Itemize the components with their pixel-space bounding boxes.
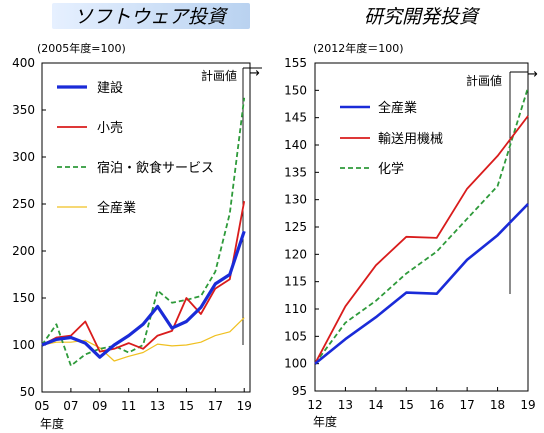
y-tick-label: 130 bbox=[284, 193, 307, 207]
series-line bbox=[41, 230, 246, 359]
chart-title-background bbox=[52, 3, 250, 29]
series-lines bbox=[314, 87, 529, 365]
plot-frame bbox=[314, 62, 529, 392]
legend-label: 化学 bbox=[378, 161, 404, 177]
x-tick-label: 18 bbox=[490, 398, 505, 412]
y-tick-label: 125 bbox=[284, 220, 307, 234]
legend-label: 輸送用機械 bbox=[378, 132, 443, 147]
x-tick-label: 12 bbox=[307, 398, 322, 412]
x-tick-label: 13 bbox=[338, 398, 353, 412]
y-axis: 95 100 105 110 115 120 125 130 135 140 145 150 155 bbox=[284, 56, 319, 398]
x-axis-label: 年度 bbox=[313, 414, 337, 429]
y-tick-label: 105 bbox=[284, 329, 307, 343]
series-line bbox=[41, 201, 246, 353]
legend-label: 全産業 bbox=[97, 200, 136, 216]
x-tick-label: 19 bbox=[520, 398, 535, 412]
x-tick-label: 14 bbox=[368, 398, 383, 412]
x-tick-label: 07 bbox=[63, 399, 78, 413]
y-tick-label: 150 bbox=[12, 291, 35, 305]
y-tick-label: 115 bbox=[284, 275, 307, 289]
series-line bbox=[314, 87, 529, 365]
series-line bbox=[41, 317, 245, 362]
y-tick-label: 145 bbox=[284, 111, 307, 125]
y-tick-label: 135 bbox=[284, 165, 307, 179]
x-tick-label: 19 bbox=[237, 399, 252, 413]
plan-label: 計画値 bbox=[466, 73, 502, 88]
series-line bbox=[41, 97, 246, 367]
legend-label: 小売 bbox=[97, 120, 123, 136]
x-tick-label: 16 bbox=[429, 398, 444, 412]
y-tick-label: 200 bbox=[12, 244, 35, 258]
x-tick-label: 15 bbox=[179, 399, 194, 413]
y-tick-label: 120 bbox=[284, 247, 307, 261]
legend-label: 全産業 bbox=[378, 100, 417, 116]
legend-label: 宿泊・飲食サービス bbox=[97, 160, 214, 176]
x-tick-label: 17 bbox=[460, 398, 475, 412]
y-axis: 50 100 150 200 250 300 350 400 bbox=[12, 56, 46, 399]
software-investment-chart: ソフトウェア投資 (2005年度=100) 50 100 150 200 250 300 3… bbox=[12, 3, 262, 431]
legend-label: 建設 bbox=[97, 80, 123, 96]
x-axis-label: 年度 bbox=[40, 416, 64, 431]
index-note: (2005年度=100) bbox=[37, 41, 126, 55]
series-line bbox=[314, 115, 529, 365]
plan-label: 計画値 bbox=[201, 68, 237, 83]
y-tick-label: 400 bbox=[12, 56, 35, 70]
y-tick-label: 95 bbox=[292, 384, 307, 398]
plot-frame bbox=[41, 62, 251, 393]
chart-title: 研究開発投資 bbox=[364, 6, 481, 28]
y-tick-label: 150 bbox=[284, 83, 307, 97]
x-tick-label: 13 bbox=[150, 399, 165, 413]
y-tick-label: 100 bbox=[12, 338, 35, 352]
y-tick-label: 110 bbox=[284, 302, 307, 316]
chart-title: ソフトウェア投資 bbox=[74, 6, 229, 28]
plan-marker: 計画値 → bbox=[466, 67, 538, 294]
x-tick-label: 11 bbox=[121, 399, 136, 413]
x-axis: 12 13 14 15 16 17 18 19 bbox=[307, 387, 536, 412]
x-tick-label: 17 bbox=[208, 399, 223, 413]
y-tick-label: 250 bbox=[12, 197, 35, 211]
x-tick-label: 15 bbox=[399, 398, 414, 412]
y-tick-label: 300 bbox=[12, 150, 35, 164]
y-tick-label: 50 bbox=[20, 385, 35, 399]
x-tick-label: 05 bbox=[34, 399, 49, 413]
y-tick-label: 155 bbox=[284, 56, 307, 70]
y-tick-label: 140 bbox=[284, 138, 307, 152]
plan-marker: 計画値 → bbox=[201, 66, 262, 345]
plan-arrow: → bbox=[249, 66, 260, 81]
index-note: (2012年度＝100) bbox=[313, 41, 404, 55]
y-tick-label: 350 bbox=[12, 103, 35, 117]
y-tick-label: 100 bbox=[284, 357, 307, 371]
rd-investment-chart: 研究開発投資 (2012年度＝100) 95 100 105 110 115 120 125… bbox=[284, 6, 538, 429]
series-line bbox=[314, 203, 529, 365]
plan-arrow: → bbox=[527, 67, 538, 82]
x-tick-label: 09 bbox=[92, 399, 107, 413]
x-axis: 05 07 09 11 13 15 17 19 bbox=[34, 388, 252, 413]
series-lines bbox=[41, 97, 246, 367]
